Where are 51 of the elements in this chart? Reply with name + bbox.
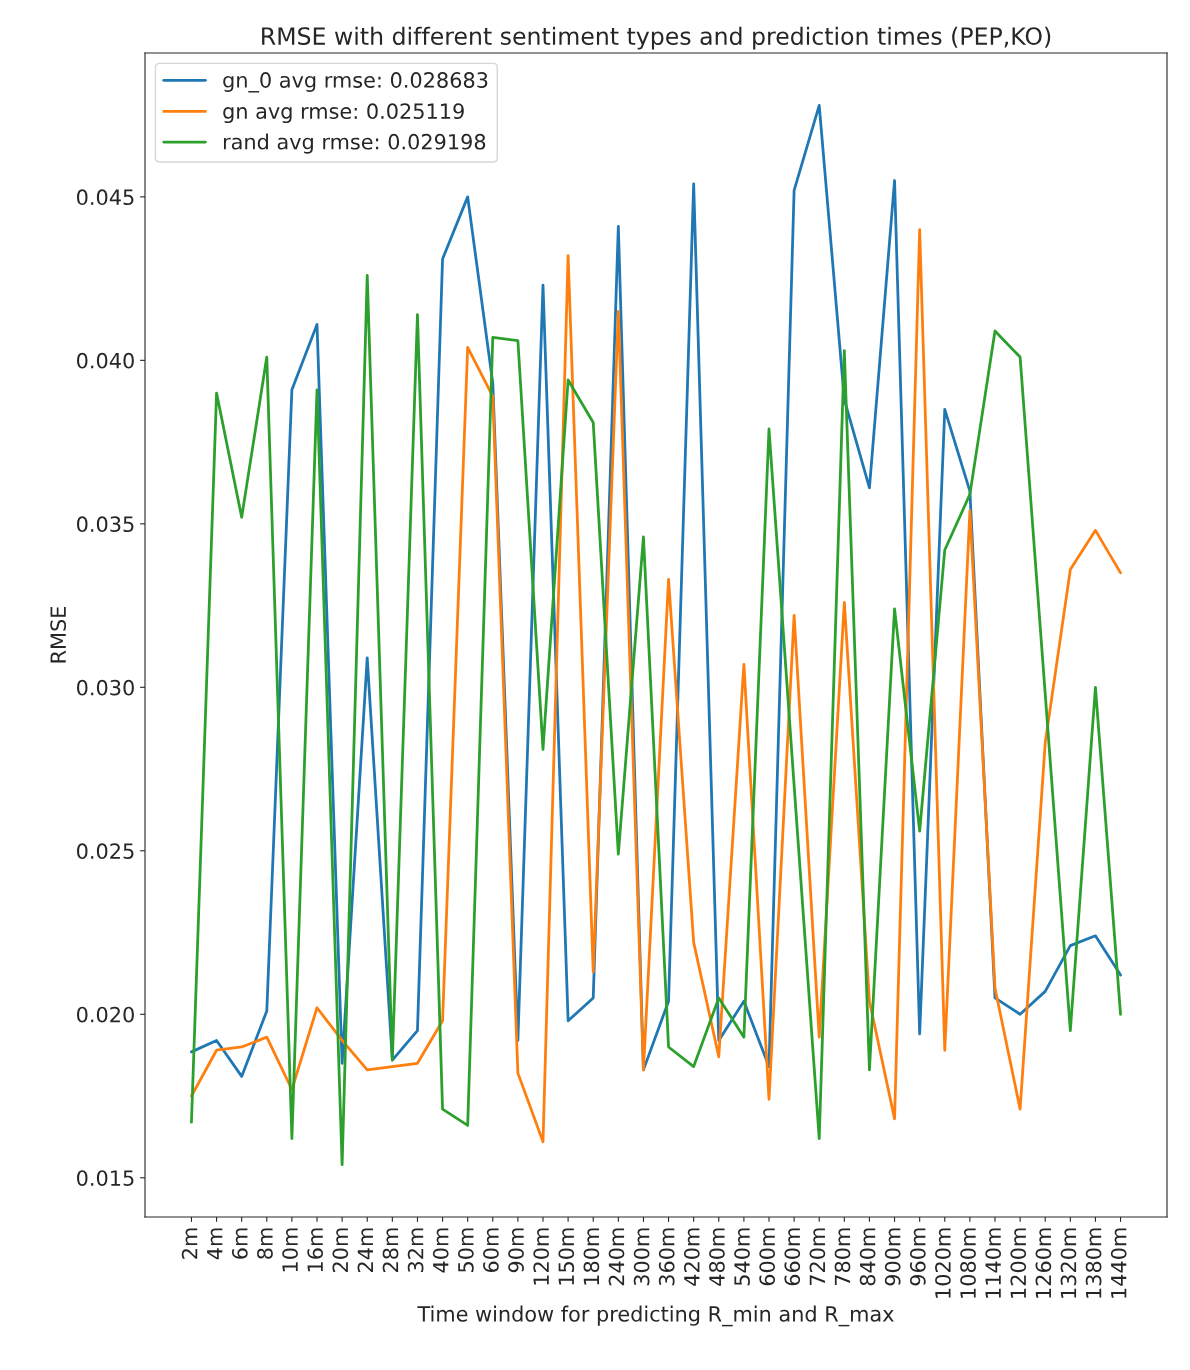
y-tick-label: 0.045 [77, 189, 134, 206]
x-tick-label: 20m [332, 1228, 349, 1272]
legend-label: rand avg rmse: 0.029198 [223, 133, 486, 154]
x-tick-label: 660m [784, 1228, 801, 1286]
x-tick-label: 720m [809, 1228, 826, 1286]
y-tick-label: 0.030 [77, 679, 134, 696]
x-tick-label: 4m [207, 1228, 223, 1260]
x-tick-label: 480m [709, 1228, 725, 1286]
x-tick-label: 10m [282, 1228, 298, 1272]
x-tick-label: 50m [457, 1228, 474, 1272]
x-tick-label: 40m [432, 1228, 449, 1273]
x-tick-label: 120m [533, 1228, 550, 1285]
x-tick-label: 900m [884, 1228, 901, 1286]
y-tick-label: 0.020 [77, 1006, 134, 1023]
x-tick-label: 60m [483, 1228, 499, 1273]
x-tick-label: 300m [633, 1228, 650, 1286]
legend-label: gn avg rmse: 0.025119 [223, 103, 464, 124]
x-tick-label: 600m [759, 1228, 776, 1286]
x-tick-label: 8m [257, 1228, 273, 1259]
y-tick-label: 0.015 [77, 1170, 134, 1186]
x-tick-label: 1380m [1085, 1228, 1102, 1298]
x-tick-label: 240m [608, 1228, 625, 1286]
x-tick-label: 360m [658, 1228, 675, 1286]
legend-label: gn_0 avg rmse: 0.028683 [223, 72, 488, 93]
x-tick-label: 780m [834, 1228, 851, 1286]
x-tick-label: 420m [683, 1228, 700, 1286]
x-tick-label: 1140m [985, 1228, 1002, 1298]
y-tick-label: 0.025 [77, 843, 134, 860]
x-tick-label: 2m [181, 1228, 198, 1259]
y-tick-label: 0.035 [77, 516, 134, 533]
x-tick-label: 150m [558, 1228, 575, 1285]
x-tick-label: 1200m [1010, 1228, 1027, 1298]
x-tick-label: 6m [231, 1228, 248, 1259]
x-tick-label: 28m [382, 1228, 399, 1272]
x-tick-label: 180m [583, 1228, 600, 1285]
x-tick-label: 1080m [960, 1228, 976, 1298]
y-axis-title: RMSE [50, 606, 67, 663]
x-tick-label: 1260m [1035, 1228, 1052, 1298]
x-tick-label: 24m [357, 1228, 373, 1272]
x-tick-label: 32m [407, 1228, 424, 1272]
x-tick-label: 540m [734, 1228, 750, 1286]
x-tick-label: 90m [508, 1228, 524, 1273]
x-tick-label: 1020m [935, 1228, 951, 1298]
x-tick-label: 16m [307, 1228, 324, 1272]
x-tick-label: 1440m [1110, 1228, 1127, 1298]
x-axis-title: Time window for predicting R_min and R_max [417, 1305, 894, 1327]
chart-title: RMSE with different sentiment types and prediction times (PEP,KO) [262, 26, 1051, 50]
y-tick-label: 0.040 [77, 352, 134, 369]
x-tick-label: 1320m [1060, 1228, 1077, 1298]
x-tick-label: 840m [859, 1228, 876, 1286]
x-tick-label: 960m [909, 1228, 926, 1286]
